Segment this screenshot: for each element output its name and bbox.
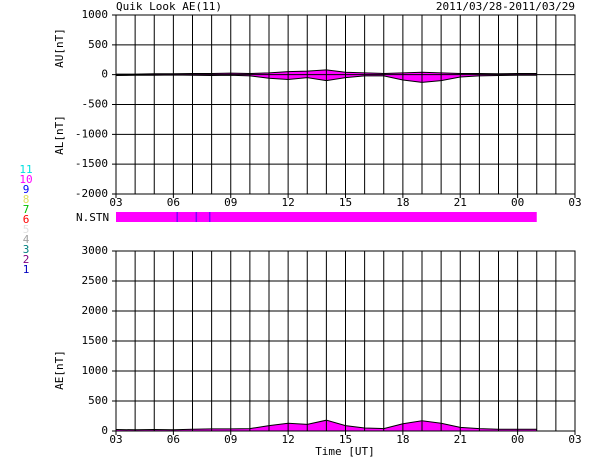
x-tick-label: 03 <box>568 433 581 446</box>
y-axis-label: AE[nT] <box>53 350 66 390</box>
legend-entry: 9 <box>23 183 30 196</box>
legend-entry: 4 <box>23 233 30 246</box>
y-tick-label: 500 <box>88 394 108 407</box>
chart-title: Quik Look AE(11) <box>116 0 222 13</box>
y-tick-label: 0 <box>101 424 108 437</box>
y-tick-label: 1000 <box>82 8 109 21</box>
chart-subtitle: 2011/03/28-2011/03/29 <box>436 0 575 13</box>
y-tick-label: 1500 <box>82 334 109 347</box>
x-tick-label: 03 <box>109 196 122 209</box>
plot-frame <box>115 250 576 432</box>
y-tick-label: -2000 <box>75 187 108 200</box>
y-tick-label: -1000 <box>75 127 108 140</box>
x-tick-label: 15 <box>339 196 352 209</box>
legend-entry: 8 <box>23 193 30 206</box>
x-tick-label: 00 <box>511 196 524 209</box>
x-tick-label: 21 <box>454 196 467 209</box>
x-tick-label: 09 <box>224 196 237 209</box>
legend-entry: 5 <box>23 223 30 236</box>
station-label: N.STN <box>76 211 109 224</box>
station-bar <box>116 212 537 222</box>
y-tick-label: 500 <box>88 38 108 51</box>
x-tick-label: 03 <box>568 196 581 209</box>
y-tick-label: 3000 <box>82 244 109 257</box>
x-tick-label: 06 <box>167 196 180 209</box>
x-tick-label: 00 <box>511 433 524 446</box>
x-tick-label: 18 <box>396 433 409 446</box>
x-tick-label: 12 <box>282 433 295 446</box>
legend-entry: 2 <box>23 253 30 266</box>
y-tick-label: 2500 <box>82 274 109 287</box>
y-tick-label: 0 <box>101 68 108 81</box>
y-tick-label: -500 <box>82 98 109 111</box>
legend-entry: 10 <box>19 173 32 186</box>
x-tick-label: 15 <box>339 433 352 446</box>
y-axis-label: AU[nT] <box>53 28 66 68</box>
x-tick-label: 06 <box>167 433 180 446</box>
legend-entry: 11 <box>19 163 32 176</box>
x-axis-label: Time [UT] <box>315 445 375 458</box>
legend-entry: 3 <box>23 243 30 256</box>
y-tick-label: -1500 <box>75 157 108 170</box>
x-tick-label: 12 <box>282 196 295 209</box>
plot-frame <box>115 14 576 195</box>
x-tick-label: 09 <box>224 433 237 446</box>
y-tick-label: 1000 <box>82 364 109 377</box>
x-tick-label: 21 <box>454 433 467 446</box>
y-axis-label: AL[nT] <box>53 115 66 155</box>
x-tick-label: 18 <box>396 196 409 209</box>
x-tick-label: 03 <box>109 433 122 446</box>
legend-entry: 6 <box>23 213 30 226</box>
legend-entry: 7 <box>23 203 30 216</box>
legend-entry: 1 <box>23 263 30 276</box>
y-tick-label: 2000 <box>82 304 109 317</box>
